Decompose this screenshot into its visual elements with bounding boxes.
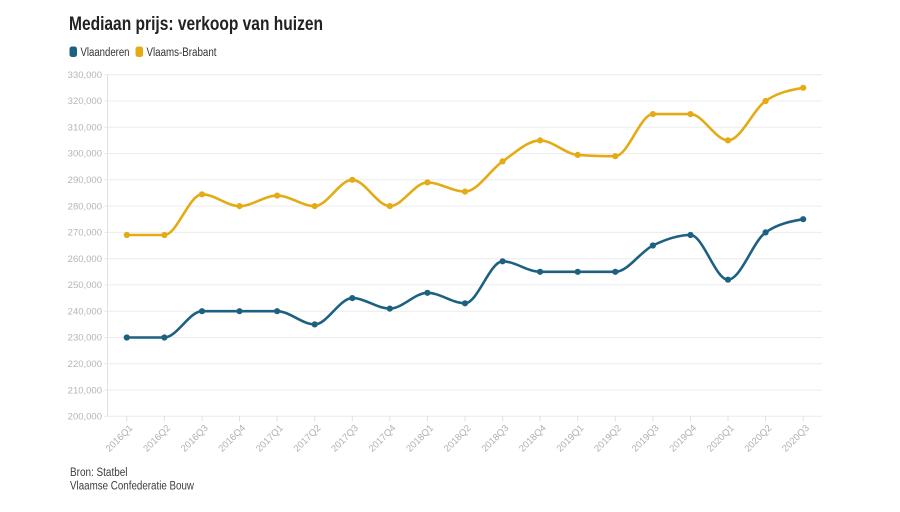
svg-text:220,000: 220,000 (68, 359, 102, 370)
svg-text:270,000: 270,000 (68, 228, 102, 239)
svg-text:300,000: 300,000 (68, 149, 102, 160)
svg-text:260,000: 260,000 (68, 254, 102, 265)
svg-text:240,000: 240,000 (68, 306, 102, 317)
svg-text:200,000: 200,000 (68, 412, 102, 423)
svg-text:210,000: 210,000 (68, 385, 102, 396)
svg-text:280,000: 280,000 (68, 201, 102, 212)
svg-text:330,000: 330,000 (68, 70, 102, 81)
svg-text:230,000: 230,000 (68, 333, 102, 344)
svg-text:Mediaan prijs: verkoop van hui: Mediaan prijs: verkoop van huizen (69, 14, 323, 35)
svg-text:Vlaanderen: Vlaanderen (81, 47, 130, 59)
svg-text:320,000: 320,000 (68, 96, 102, 107)
svg-text:Vlaams-Brabant: Vlaams-Brabant (147, 47, 218, 59)
svg-text:Bron: Statbel: Bron: Statbel (70, 467, 128, 479)
svg-text:250,000: 250,000 (68, 280, 102, 291)
svg-text:Vlaamse Confederatie Bouw: Vlaamse Confederatie Bouw (70, 481, 195, 493)
svg-text:290,000: 290,000 (68, 175, 102, 186)
svg-text:310,000: 310,000 (68, 123, 102, 134)
